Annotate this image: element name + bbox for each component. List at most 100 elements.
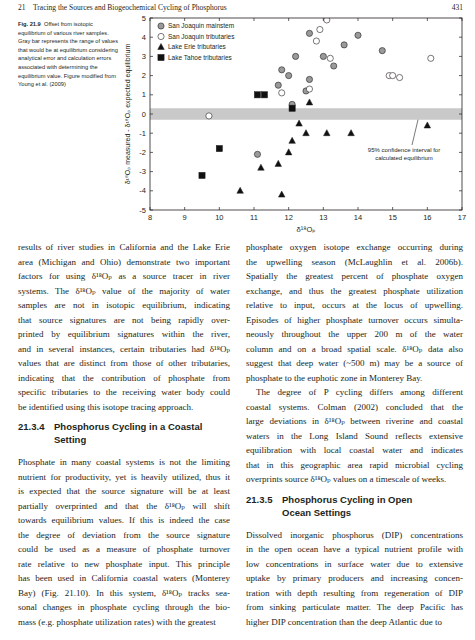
- data-point: [254, 92, 260, 98]
- caption-line: Young et al. (2009): [18, 80, 118, 89]
- y-tick: [150, 75, 153, 76]
- body-line: waters in the Long Island Sound reflects…: [246, 429, 463, 444]
- y-tick: [150, 210, 153, 211]
- section-title: Phosphorus Cycling in Open: [282, 493, 463, 506]
- data-point: [355, 32, 361, 38]
- y-tick: [150, 171, 153, 172]
- body-line: The degree of P cycling differs among di…: [256, 385, 463, 400]
- body-line: nutrient for productivity, yet is heavil…: [18, 470, 230, 485]
- data-point: [216, 145, 222, 151]
- data-point: [275, 160, 282, 166]
- series-3: [199, 92, 295, 179]
- body-line: mass (e.g. phosphate utilization rates) …: [18, 615, 230, 630]
- data-point: [199, 172, 205, 178]
- body-line: phosphate to the euphotic zone in Monter…: [246, 371, 463, 386]
- body-line: coastal systems. Colman (2002) concluded…: [246, 400, 463, 415]
- body-line: tration with depth resulting from regene…: [246, 586, 463, 601]
- body-line: that source signatures are not being rap…: [18, 313, 230, 328]
- body-line-text: uptake by primary producers and increasi…: [246, 571, 463, 586]
- x-tick: [462, 18, 463, 21]
- data-point: [424, 122, 431, 128]
- band-label: calculated equilibrium: [375, 155, 433, 161]
- x-tick: [392, 207, 393, 210]
- y-tick-label: 3: [142, 52, 146, 61]
- legend-label: San Joaquin mainstem: [168, 22, 234, 30]
- caption-line-text: associated with determining the: [18, 63, 98, 72]
- y-tick: [459, 133, 462, 134]
- data-point: [313, 38, 319, 44]
- body-line-text: from sinking particulate matter. The dee…: [246, 600, 463, 615]
- y-tick: [150, 152, 153, 153]
- body-line-text: Dissolved inorganic phosphorus (DIP) con…: [246, 528, 463, 543]
- data-point: [331, 63, 337, 69]
- body-line: towards equilibrium values. If this is i…: [18, 513, 230, 528]
- x-tick: [462, 207, 463, 210]
- page-number: 431: [420, 3, 463, 13]
- x-tick: [254, 18, 255, 21]
- x-tick: [219, 207, 220, 210]
- y-tick-label: -3: [139, 167, 146, 176]
- data-point: [279, 67, 285, 73]
- chapter-number: 21: [18, 3, 32, 13]
- plot-frame: [150, 18, 462, 210]
- body-line: phosphate oxygen isotope exchange occurr…: [246, 240, 463, 255]
- body-line: indicating that the contribution of phos…: [18, 371, 230, 386]
- body-line-text: exchange, and thus the greatest phosphat…: [246, 284, 463, 299]
- section-title: Setting: [54, 433, 230, 446]
- section-number: 21.3.5: [246, 493, 280, 506]
- body-line-text: and in several instances, certain tribut…: [18, 342, 230, 357]
- y-tick-label: 0: [142, 110, 146, 119]
- body-line: overprints source δ¹⁸Oₚ values on a time…: [246, 472, 463, 487]
- equilibrium-band: [150, 108, 462, 120]
- section-title: Ocean Settings: [282, 506, 463, 519]
- body-line-text: indicating that the contribution of phos…: [18, 371, 230, 386]
- body-line: that in this geographic area rapid micro…: [246, 458, 463, 473]
- legend: San Joaquin mainstemSan Joaquin tributar…: [158, 22, 235, 61]
- data-point: [324, 18, 330, 23]
- y-tick: [150, 133, 153, 134]
- y-tick-label: 2: [142, 71, 146, 80]
- body-line: Spatially the greatest percent of phosph…: [246, 269, 463, 284]
- data-point: [348, 130, 355, 136]
- legend-label: Lake Tahoe tributaries: [168, 54, 233, 61]
- x-tick-label: 9: [183, 213, 187, 222]
- data-point: [397, 74, 403, 80]
- body-line-text: factors for using δ¹⁸Oₚ as a source trac…: [18, 269, 230, 284]
- body-line: is expected that the source signature wi…: [18, 484, 230, 499]
- legend-marker: [158, 33, 164, 39]
- body-line: has been used in California coastal wate…: [18, 571, 230, 586]
- body-line: and in several instances, certain tribut…: [18, 342, 230, 357]
- y-tick: [459, 152, 462, 153]
- body-line-text: mass (e.g. phosphate utilization rates) …: [18, 615, 216, 630]
- data-point: [289, 137, 296, 143]
- section-title: Phosphorus Cycling in a Coastal: [54, 420, 230, 433]
- body-line: the degree of deviation from the source …: [18, 528, 230, 543]
- data-point: [286, 73, 292, 79]
- body-line-text: that source signatures are not being rap…: [18, 313, 230, 328]
- y-tick-label: -4: [139, 186, 146, 195]
- caption-line-text: Young et al. (2009): [18, 80, 66, 89]
- x-tick: [358, 207, 359, 210]
- y-tick: [150, 190, 153, 191]
- body-line-text: large deviations in δ¹⁸Oₚ between riveri…: [246, 414, 463, 429]
- body-line: factors for using δ¹⁸Oₚ as a source trac…: [18, 269, 230, 284]
- data-point: [278, 191, 285, 197]
- section-title-text: Ocean Settings: [282, 506, 351, 519]
- legend-label: Lake Erie tributaries: [168, 43, 227, 50]
- body-line-text: rate relative to new phosphate input. Th…: [18, 557, 230, 572]
- body-line-text: could be used as a measure of phosphate …: [18, 542, 230, 557]
- body-line: partially overprinted and that the δ¹⁸Oₚ…: [18, 499, 230, 514]
- y-tick: [459, 94, 462, 95]
- body-line: uptake by primary producers and increasi…: [246, 571, 463, 586]
- body-line-text: phosphate oxygen isotope exchange occurr…: [246, 240, 463, 255]
- body-line: low concentrations in surface water due …: [246, 557, 463, 572]
- y-tick-label: 1: [142, 90, 146, 99]
- y-tick-label: -2: [139, 148, 146, 157]
- x-tick-label: 13: [319, 213, 327, 222]
- y-tick: [459, 171, 462, 172]
- data-point: [237, 187, 244, 193]
- x-tick: [288, 207, 289, 210]
- body-line-text: nutrient for productivity, yet is heavil…: [18, 470, 230, 485]
- data-point: [327, 55, 333, 61]
- x-tick-label: 15: [388, 213, 396, 222]
